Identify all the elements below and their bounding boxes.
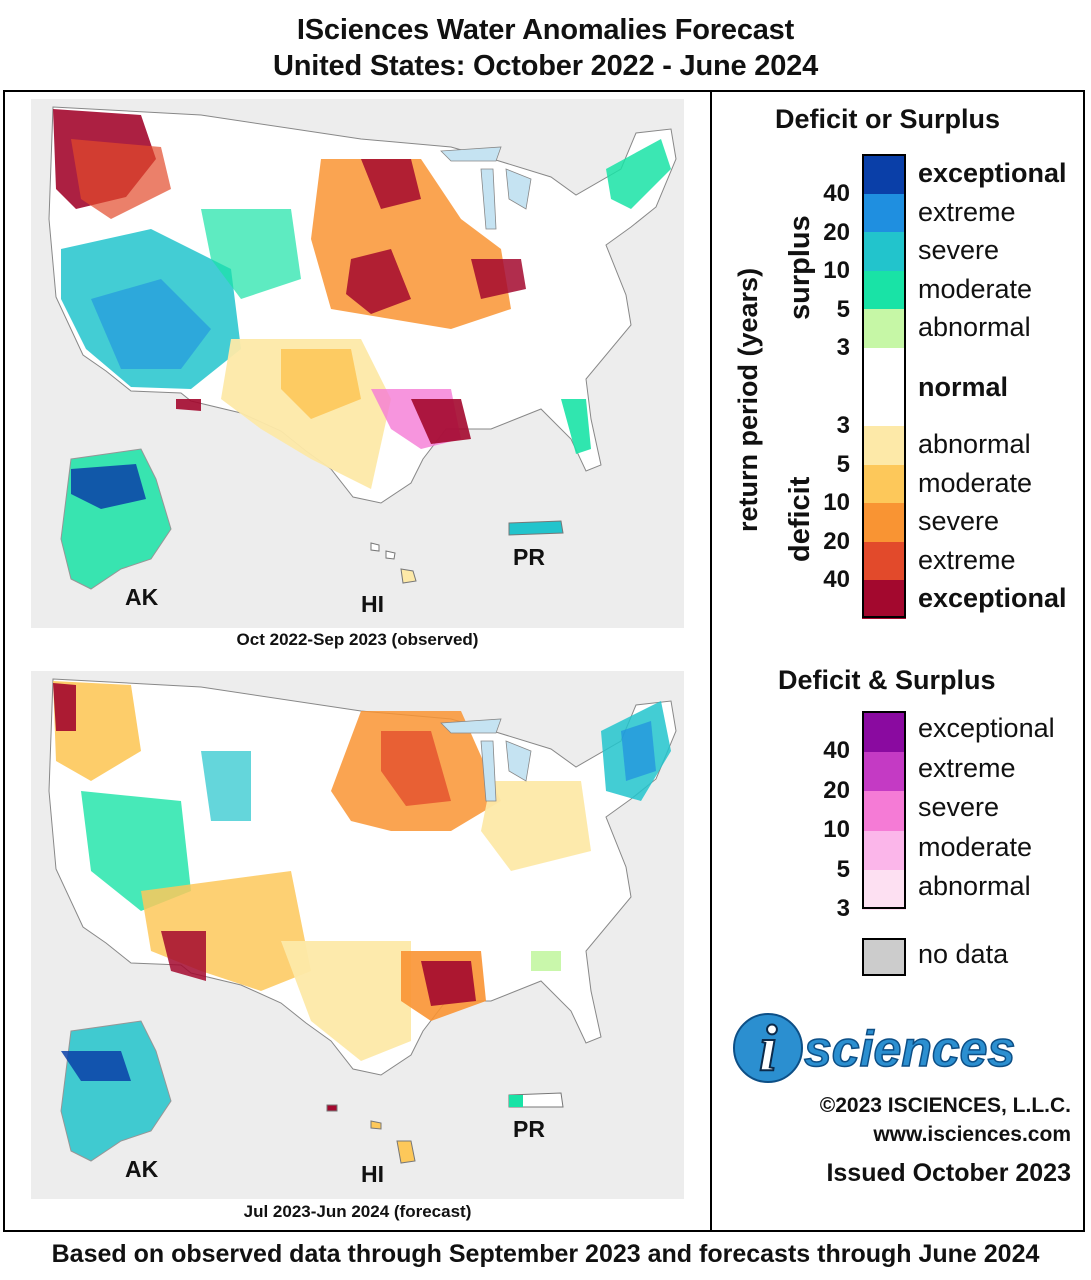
legend-rp-both-10: 10 [823, 816, 850, 844]
svg-text:sciences: sciences [804, 1021, 1015, 1077]
legend-swatch-deficit-moderate [862, 464, 906, 504]
label-hawaii: HI [361, 591, 384, 617]
legend-rp-surplus-20: 20 [823, 218, 850, 246]
legend-rp-surplus-3: 3 [836, 334, 850, 362]
legend-rp-surplus-5: 5 [836, 295, 850, 323]
legend-rp-both-20: 20 [823, 776, 850, 804]
legend-title-deficit-and-surplus: Deficit & Surplus [778, 665, 996, 695]
legend-swatch-both-severe [862, 791, 906, 831]
legend-label-both-extreme: extreme [918, 752, 1016, 783]
legend-rp-both-40: 40 [823, 737, 850, 764]
legend-label-both-exceptional: exceptional [918, 713, 1055, 743]
legend-label-deficit-moderate: moderate [918, 467, 1033, 498]
legend-swatch-normal [862, 348, 906, 426]
legend-label-surplus-moderate: moderate [918, 273, 1033, 304]
legend-rp-surplus-10: 10 [823, 257, 850, 285]
website: www.isciences.com [873, 1123, 1071, 1146]
legend-swatch-both-moderate [862, 830, 906, 871]
legend-swatch-deficit-abnormal [862, 426, 906, 465]
legend-swatch-both-extreme [862, 751, 906, 792]
legend-label-both-severe: severe [918, 792, 1000, 823]
svg-text:i: i [759, 1012, 778, 1085]
legend-rp-both-3: 3 [836, 895, 850, 923]
panel-divider [710, 90, 712, 1232]
legend-rp-deficit-3: 3 [836, 412, 850, 439]
label-puerto-rico: PR [513, 544, 545, 570]
legend-title-deficit-or-surplus: Deficit or Surplus [775, 104, 1001, 134]
legend-swatch-surplus-extreme [862, 193, 906, 233]
no-data-swatch [862, 938, 906, 976]
return-period-axis-label: return period (years) [733, 267, 763, 532]
caption-observed: Oct 2022-Sep 2023 (observed) [236, 630, 479, 649]
legend-scale-border [862, 154, 906, 618]
figure-frame [3, 90, 1085, 1232]
title-line-2: United States: October 2022 - June 2024 [272, 50, 818, 82]
map-observed-graphic [48, 106, 677, 590]
legend-swatch-surplus-severe [862, 232, 906, 271]
legend-swatch-both-abnormal [862, 870, 906, 910]
legend-swatch-surplus-moderate [862, 270, 906, 310]
legend-label-deficit-severe: severe [918, 506, 1000, 537]
map-forecast: AK HI PR [31, 671, 684, 1199]
footer-note: Based on observed data through September… [51, 1240, 1040, 1268]
legend-label-surplus-severe: severe [918, 235, 1000, 266]
label-puerto-rico: PR [513, 1116, 545, 1142]
legend-label-surplus-extreme: extreme [918, 196, 1016, 227]
legend-label-deficit-abnormal: abnormal [918, 429, 1031, 459]
caption-forecast: Jul 2023-Jun 2024 (forecast) [243, 1202, 472, 1221]
issued-date: Issued October 2023 [826, 1159, 1071, 1187]
legend-swatch-deficit-severe [862, 503, 906, 542]
map-forecast-graphic [48, 678, 677, 1164]
legend-rp-deficit-10: 10 [823, 489, 850, 517]
isciences-logo: i sciences [733, 1011, 1016, 1086]
label-hawaii: HI [361, 1161, 384, 1187]
label-alaska: AK [125, 1156, 159, 1182]
legend-label-deficit-extreme: extreme [918, 544, 1016, 575]
no-data-label: no data [918, 939, 1009, 969]
legend-rp-surplus-40: 40 [823, 180, 850, 207]
title-line-1: ISciences Water Anomalies Forecast [296, 14, 795, 46]
label-alaska: AK [125, 584, 159, 610]
legend-label-surplus-exceptional: exceptional [918, 158, 1067, 188]
legend-rp-both-5: 5 [836, 855, 850, 883]
map-observed: AK HI PR [31, 99, 684, 628]
legend-label-both-moderate: moderate [918, 831, 1033, 862]
legend-swatch-surplus-exceptional [862, 155, 906, 194]
legend-label-normal: normal [918, 372, 1009, 402]
legend-swatch-surplus-abnormal [862, 309, 906, 348]
legend-swatch-deficit-extreme [862, 541, 906, 581]
legend-rp-deficit-40: 40 [823, 566, 850, 594]
legend-label-deficit-exceptional: exceptional [918, 583, 1067, 614]
legend-swatch-both-exceptional [862, 712, 906, 752]
legend-label-surplus-abnormal: abnormal [918, 312, 1031, 343]
legend-rp-deficit-5: 5 [836, 450, 850, 478]
legend-both-scale-border [862, 711, 906, 909]
legend-swatch-deficit-exceptional [862, 580, 906, 619]
legend-label-both-abnormal: abnormal [918, 871, 1031, 902]
copyright: ©2023 ISCIENCES, L.L.C. [819, 1094, 1071, 1117]
legend-rp-deficit-20: 20 [823, 527, 850, 555]
